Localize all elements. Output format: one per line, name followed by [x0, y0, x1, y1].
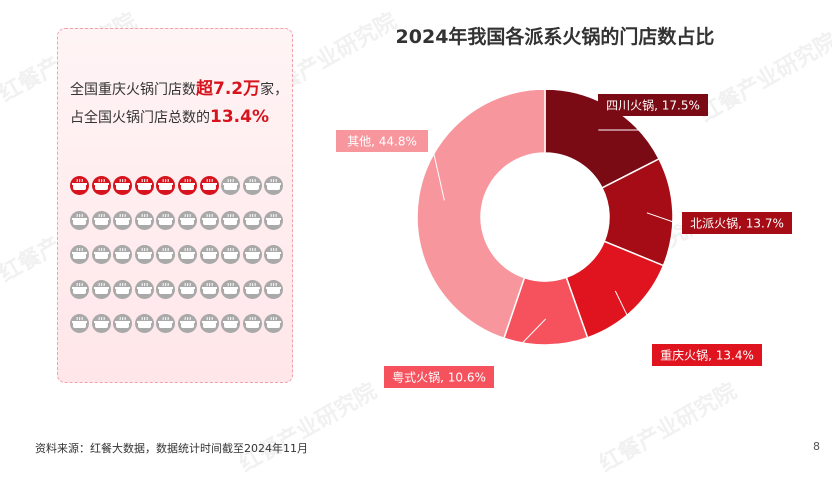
- pictogram-icon: [199, 245, 219, 264]
- pictogram-icon: [221, 176, 241, 195]
- pictogram-icon: [113, 279, 133, 299]
- pictogram-icon: [156, 279, 176, 299]
- pictogram-icon: [134, 314, 154, 333]
- pictogram-icon: [91, 314, 111, 333]
- donut-slice: [416, 90, 546, 340]
- pictogram-icon: [91, 279, 111, 299]
- pictogram-icon: [242, 279, 262, 299]
- pictogram-icon: [264, 210, 284, 230]
- stat-line-2-prefix: 占全国火锅门店总数的: [70, 110, 210, 126]
- pictogram-icon-highlighted: [199, 176, 219, 195]
- pictogram-icon: [199, 210, 219, 230]
- pictogram-icon: [242, 176, 262, 195]
- leader-line: [493, 318, 546, 375]
- pictogram-icon: [178, 245, 197, 264]
- slice-label-box: [336, 130, 428, 152]
- pictogram-icon: [134, 279, 154, 299]
- pictogram-icon: [113, 210, 133, 230]
- pictogram-icon: [221, 314, 241, 333]
- slice-label: 其他, 44.8%: [347, 135, 417, 149]
- pictogram-icon: [242, 245, 262, 264]
- pictogram-icon: [242, 210, 262, 230]
- pictogram-icon: [113, 314, 133, 333]
- pictogram-icon-highlighted: [113, 176, 133, 195]
- pictogram-icon: [221, 279, 241, 299]
- leader-line: [598, 129, 682, 141]
- pictogram-icon-highlighted: [178, 176, 197, 195]
- pictogram-icon: [70, 245, 89, 264]
- page-number: 8: [813, 440, 820, 453]
- source-note: 资料来源：红餐大数据，数据统计时间截至2024年11月: [35, 442, 308, 455]
- pictogram-icon: [91, 210, 111, 230]
- leader-line: [427, 137, 445, 201]
- slice-label: 北派火锅, 13.7%: [690, 216, 784, 231]
- pictogram-icon-highlighted: [156, 176, 176, 195]
- pictogram-icon: [178, 210, 197, 230]
- stat-line-1: 全国重庆火锅门店数超7.2万家，: [70, 74, 288, 99]
- leader-line: [614, 290, 652, 353]
- pictogram-icon: [134, 210, 154, 230]
- pictogram-icon: [156, 245, 176, 264]
- pictogram-icon: [242, 314, 262, 333]
- pictogram-icon: [70, 210, 89, 230]
- slice-label-box: [682, 212, 792, 234]
- pictogram-icon: [134, 245, 154, 264]
- pictogram-icon: [70, 279, 89, 299]
- slice-label: 重庆火锅, 13.4%: [660, 348, 754, 363]
- pictogram-icon: [264, 176, 284, 195]
- stat-line-1-suffix: 家，: [260, 82, 289, 98]
- pictogram-icon-highlighted: [70, 176, 89, 195]
- chart-title: 2024年我国各派系火锅的门店数占比: [395, 26, 715, 48]
- pictogram-icon: [113, 245, 133, 264]
- slice-label-box: [384, 366, 494, 388]
- slice-label: 粤式火锅, 10.6%: [392, 370, 486, 385]
- pictogram-icon-highlighted: [134, 176, 154, 195]
- pictogram-icon: [156, 210, 176, 230]
- pictogram-icon: [178, 279, 197, 299]
- pictogram-icon: [264, 279, 284, 299]
- pictogram-icon: [178, 314, 197, 333]
- pictogram-icon: [199, 279, 219, 299]
- pictogram-icon: [221, 210, 241, 230]
- pictogram-icon: [264, 314, 284, 333]
- donut-chart: 四川火锅, 17.5% 北派火锅, 13.7% 重庆火锅, 13.4% 粤式火锅, 1…: [336, 90, 792, 388]
- pictogram-icon: [91, 245, 111, 264]
- slice-label-box: [652, 344, 762, 366]
- stat-store-count: 超7.2万: [196, 79, 261, 99]
- stat-share: 13.4%: [210, 107, 269, 127]
- pictogram-icon: [264, 245, 284, 264]
- pictogram-icon: [199, 314, 219, 333]
- stat-panel: 全国重庆火锅门店数超7.2万家， 占全国火锅门店总数的13.4%: [57, 28, 293, 383]
- pictogram-icon: [70, 314, 89, 333]
- slice-label-box: [598, 94, 708, 116]
- slice-label: 四川火锅, 17.5%: [606, 98, 700, 113]
- pictogram-icon: [156, 314, 176, 333]
- pictogram-icon: [221, 245, 241, 264]
- stat-line-2: 占全国火锅门店总数的13.4%: [70, 107, 269, 127]
- stat-line-1-prefix: 全国重庆火锅门店数: [70, 82, 196, 98]
- pictogram-icon-highlighted: [91, 176, 111, 195]
